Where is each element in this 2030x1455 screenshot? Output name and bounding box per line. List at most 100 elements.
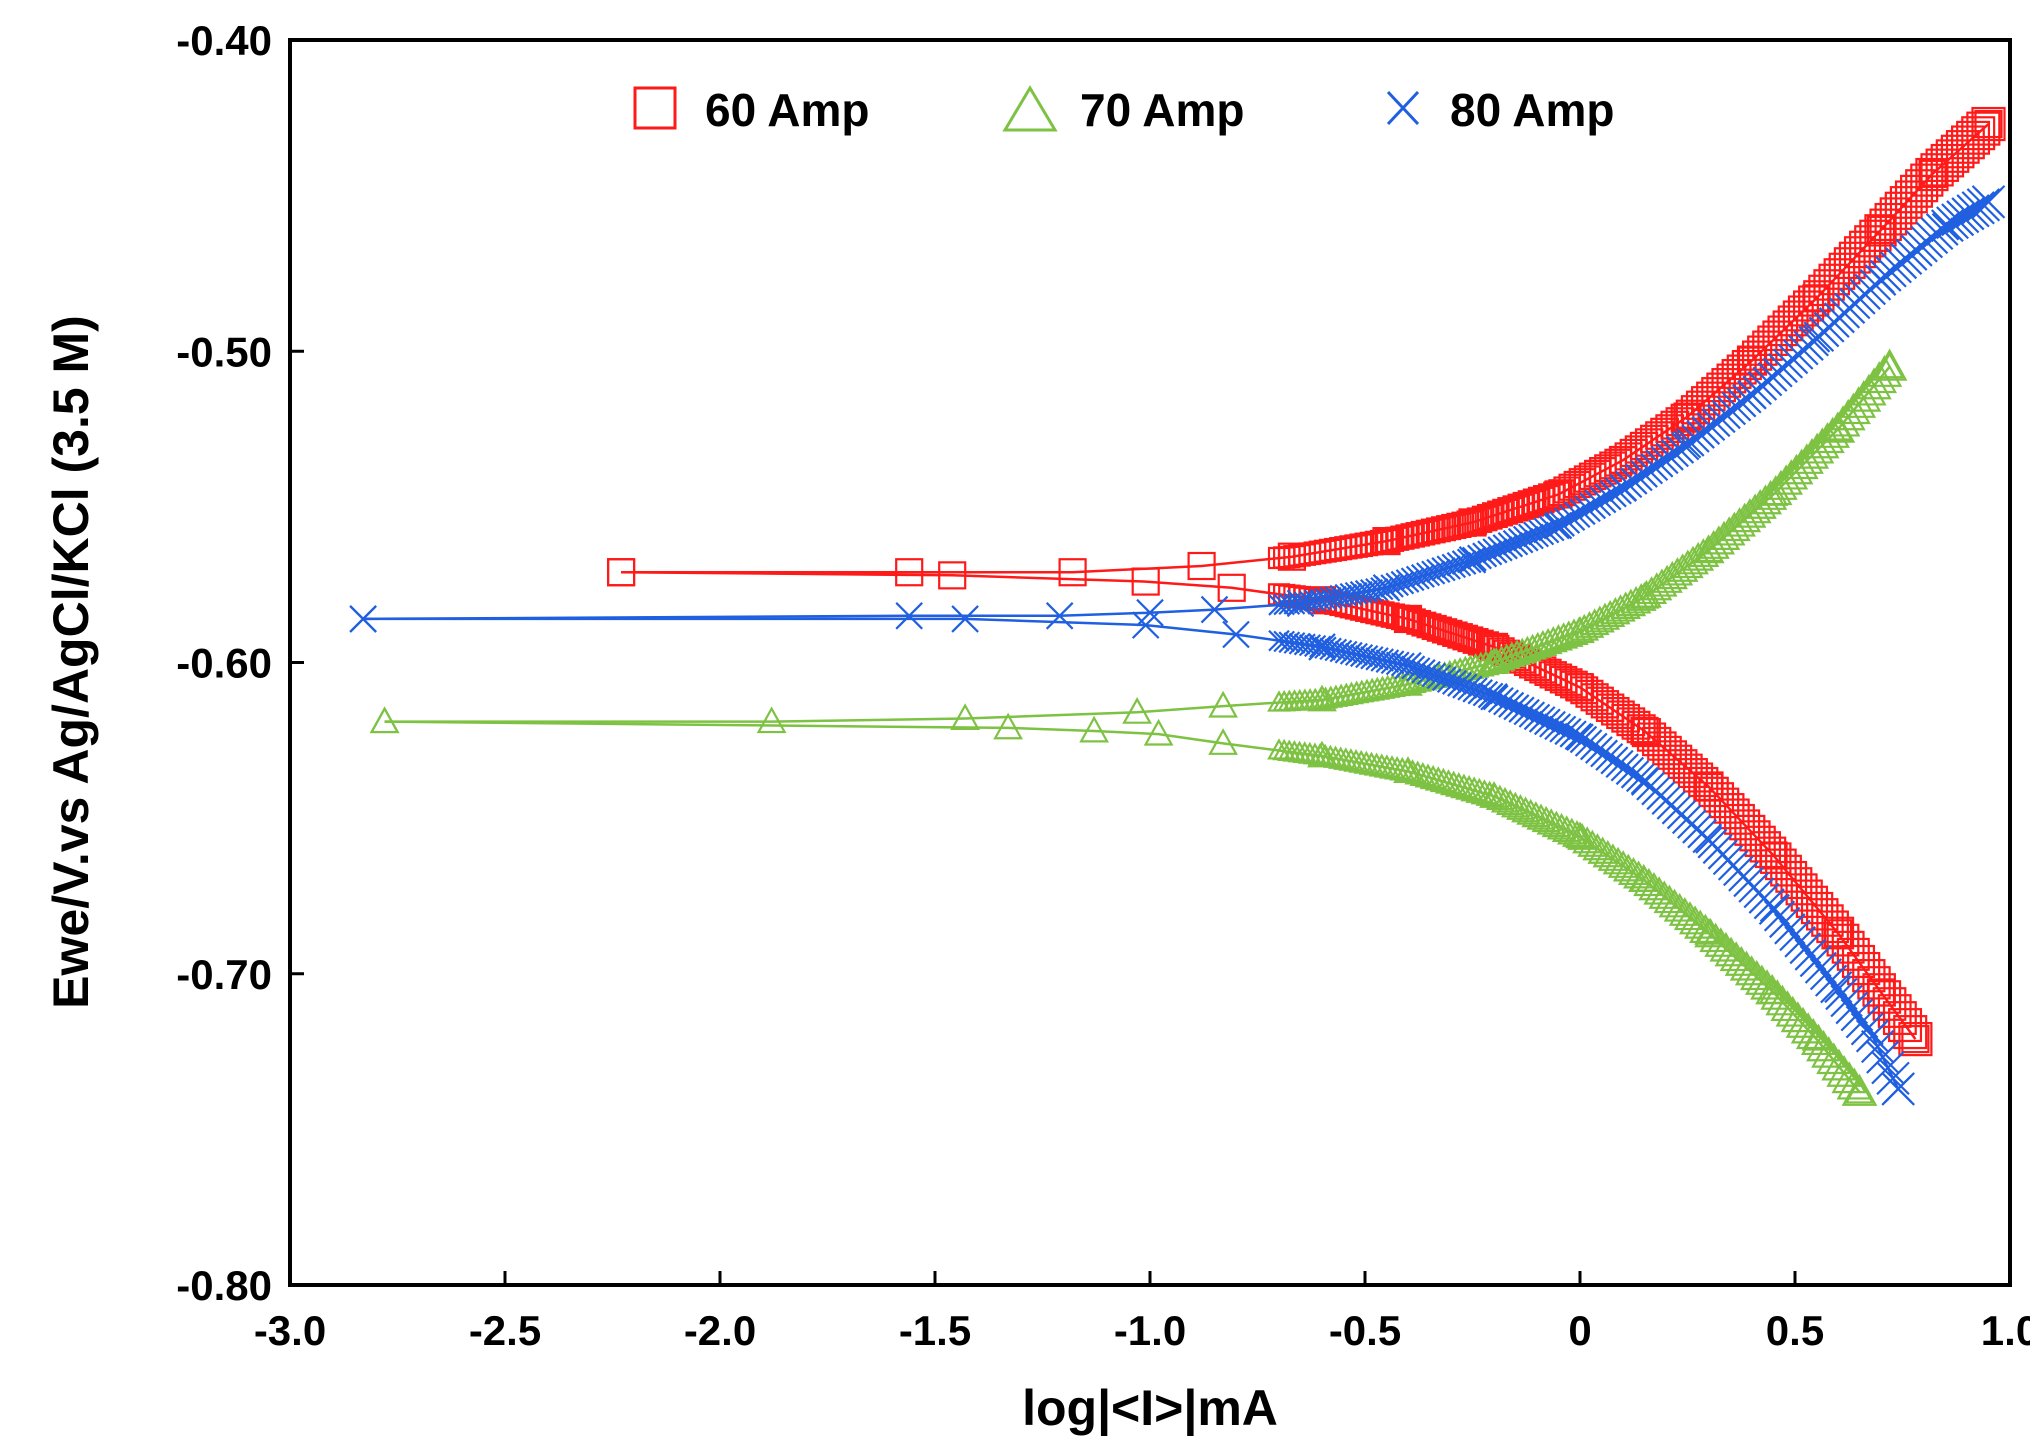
- data-point-x: [1554, 717, 1582, 746]
- data-point-x: [1966, 188, 2001, 222]
- data-point-x: [1528, 519, 1555, 546]
- data-point-square: [1456, 510, 1482, 536]
- data-point-x: [1349, 580, 1373, 604]
- data-point-triangle: [1866, 354, 1903, 387]
- data-point-triangle: [1625, 583, 1657, 611]
- x-tick-label: -3.0: [254, 1307, 326, 1354]
- data-point-square: [1452, 624, 1479, 651]
- legend-square-marker: [633, 86, 677, 130]
- data-point-square: [1966, 111, 2001, 146]
- data-point-square: [1466, 507, 1493, 533]
- data-point-triangle: [1840, 386, 1877, 418]
- data-point-x: [1820, 970, 1853, 1004]
- data-point-square: [1411, 611, 1437, 637]
- data-point-square: [1621, 710, 1651, 740]
- legend-x-marker: [1386, 90, 1420, 126]
- data-point-triangle: [1579, 608, 1610, 636]
- data-point-square: [1522, 488, 1550, 516]
- data-point-triangle: [1810, 422, 1845, 454]
- data-point-triangle: [1769, 464, 1803, 495]
- data-point-x: [1462, 677, 1488, 703]
- data-point-triangle: [1666, 553, 1699, 582]
- data-point-triangle: [1799, 432, 1835, 464]
- data-point-triangle: [1208, 728, 1238, 755]
- data-point-square: [1442, 621, 1468, 647]
- data-point-triangle: [1835, 392, 1871, 425]
- data-point-square: [1416, 613, 1442, 639]
- data-point-triangle: [756, 706, 787, 734]
- data-point-triangle: [1564, 616, 1594, 644]
- data-point-x: [1457, 675, 1483, 701]
- y-tick-label: -0.40: [176, 17, 272, 64]
- data-point-x: [1360, 646, 1384, 670]
- data-point-square: [1507, 493, 1534, 520]
- data-point-triangle: [1641, 572, 1673, 601]
- data-point-square: [1971, 106, 2006, 142]
- data-point-x: [1507, 527, 1534, 554]
- data-point-triangle: [1784, 448, 1819, 480]
- data-point-triangle: [1079, 715, 1109, 743]
- data-point-triangle: [1851, 373, 1887, 406]
- legend-label-60-amp: 60 Amp: [705, 84, 869, 136]
- data-point-x: [1845, 1005, 1879, 1039]
- data-point-x: [1850, 1012, 1884, 1046]
- data-point-triangle: [369, 706, 400, 734]
- data-point-triangle: [1774, 459, 1809, 490]
- data-point-square: [1517, 490, 1545, 517]
- data-point-square: [1462, 627, 1489, 654]
- data-point-triangle: [369, 706, 400, 734]
- data-point-x: [1835, 991, 1869, 1025]
- data-point-square: [1888, 1008, 1923, 1043]
- x-axis-ticks: -3.0 -2.5 -2.0 -1.5 -1.0 -0.5 0 0.5 1.0: [254, 1271, 2030, 1354]
- legend-label-70-amp: 70 Amp: [1080, 84, 1244, 136]
- data-point-triangle: [993, 712, 1023, 740]
- data-point-triangle: [1651, 564, 1683, 593]
- data-point-square: [1616, 707, 1646, 737]
- data-point-x: [1365, 577, 1389, 602]
- data-point-triangle: [1815, 416, 1850, 448]
- legend-item-70-amp: 70 Amp: [1002, 84, 1244, 136]
- series-70-amp: [369, 348, 1908, 1106]
- data-point-triangle: [1656, 560, 1689, 590]
- data-point-x: [1518, 523, 1544, 550]
- data-point-x: [1866, 1040, 1900, 1074]
- data-point-triangle: [1795, 1017, 1831, 1050]
- data-point-x: [1825, 977, 1858, 1011]
- y-tick-label: -0.80: [176, 1262, 272, 1309]
- data-point-x: [1497, 531, 1524, 558]
- x-tick-label: -2.0: [684, 1307, 756, 1354]
- data-point-triangle: [1636, 576, 1668, 605]
- legend-item-80-amp: 80 Amp: [1386, 84, 1614, 136]
- data-point-x: [1349, 643, 1374, 668]
- data-point-square: [1437, 619, 1463, 646]
- data-point-square: [1492, 498, 1519, 525]
- data-point-x: [1446, 551, 1472, 577]
- data-point-triangle: [1759, 474, 1793, 506]
- data-point-triangle: [1871, 348, 1908, 381]
- data-point-square: [1502, 495, 1529, 522]
- data-point-triangle: [1574, 611, 1605, 638]
- data-point-square: [1665, 407, 1695, 437]
- data-point-x: [1359, 578, 1384, 603]
- plot-area: -3.0 -2.5 -2.0 -1.5 -1.0 -0.5 0 0.5 1.0 -0.40 -0.…: [176, 17, 2030, 1354]
- data-point-square: [606, 558, 636, 587]
- data-point-x: [1871, 1051, 1905, 1085]
- x-tick-label: -1.0: [1114, 1307, 1186, 1354]
- legend: 60 Amp 70 Amp 80 Amp: [633, 84, 1614, 136]
- data-point-x: [1930, 209, 1964, 243]
- data-point-square: [895, 558, 924, 587]
- data-point-x: [1528, 706, 1556, 733]
- data-point-triangle: [1456, 654, 1485, 680]
- data-point-square: [1487, 500, 1514, 527]
- data-point-x: [1951, 197, 1985, 231]
- data-point-x: [1451, 550, 1477, 575]
- data-point-square: [1217, 573, 1246, 602]
- data-point-square: [1693, 771, 1724, 802]
- data-point-x: [1539, 710, 1566, 738]
- data-point-x: [1946, 200, 1980, 234]
- legend-triangle-marker: [1002, 85, 1058, 132]
- y-tick-label: -0.60: [176, 640, 272, 687]
- data-point-triangle: [1805, 427, 1840, 459]
- data-point-triangle: [1856, 367, 1892, 400]
